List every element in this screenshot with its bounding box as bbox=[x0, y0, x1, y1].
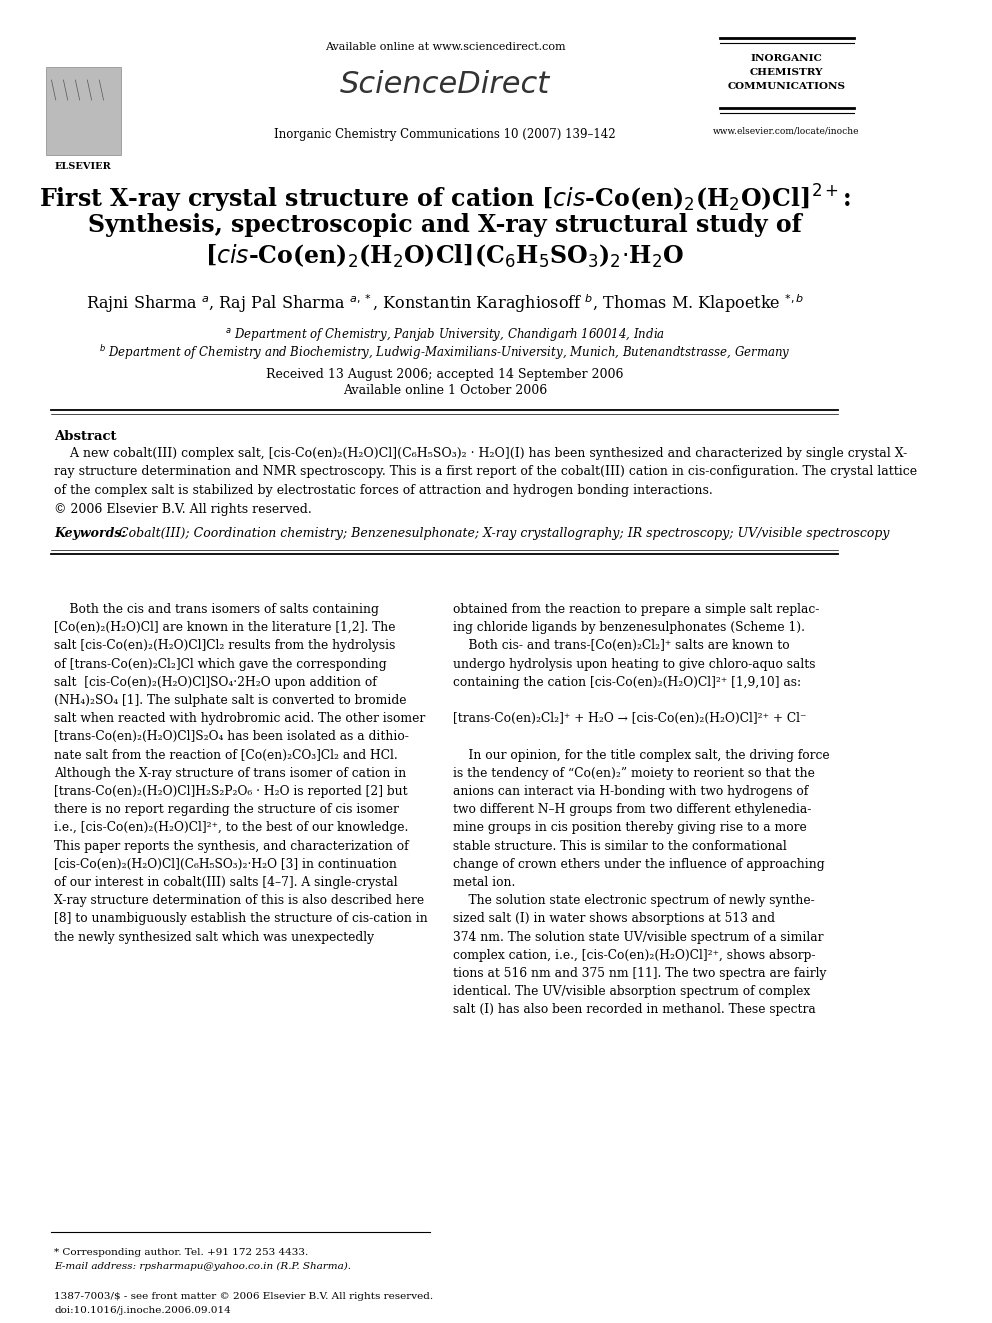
Text: obtained from the reaction to prepare a simple salt replac-
ing chloride ligands: obtained from the reaction to prepare a … bbox=[452, 603, 829, 1016]
Text: Cobalt(III); Coordination chemistry; Benzenesulphonate; X-ray crystallography; I: Cobalt(III); Coordination chemistry; Ben… bbox=[111, 527, 890, 540]
Text: 1387-7003/$ - see front matter © 2006 Elsevier B.V. All rights reserved.: 1387-7003/$ - see front matter © 2006 El… bbox=[54, 1293, 434, 1301]
Text: Both the cis and trans isomers of salts containing
[Co(en)₂(H₂O)Cl] are known in: Both the cis and trans isomers of salts … bbox=[54, 603, 428, 943]
Text: Available online 1 October 2006: Available online 1 October 2006 bbox=[343, 384, 547, 397]
Text: ELSEVIER: ELSEVIER bbox=[55, 161, 111, 171]
Text: $^b$ Department of Chemistry and Biochemistry, Ludwig-Maximilians-University, Mu: $^b$ Department of Chemistry and Biochem… bbox=[99, 343, 791, 363]
Text: Abstract: Abstract bbox=[54, 430, 116, 443]
Text: Synthesis, spectroscopic and X-ray structural study of: Synthesis, spectroscopic and X-ray struc… bbox=[88, 213, 802, 237]
Text: www.elsevier.com/locate/inoche: www.elsevier.com/locate/inoche bbox=[713, 126, 859, 135]
Text: [$\mathit{cis}$-Co(en)$_2$(H$_2$O)Cl](C$_6$H$_5$SO$_3$)$_2$$\cdot$H$_2$O: [$\mathit{cis}$-Co(en)$_2$(H$_2$O)Cl](C$… bbox=[205, 243, 684, 270]
Text: CHEMISTRY: CHEMISTRY bbox=[750, 67, 823, 77]
Text: $^a$ Department of Chemistry, Panjab University, Chandigarh 160014, India: $^a$ Department of Chemistry, Panjab Uni… bbox=[225, 325, 665, 343]
Text: E-mail address: rpsharmapu@yahoo.co.in (R.P. Sharma).: E-mail address: rpsharmapu@yahoo.co.in (… bbox=[54, 1262, 351, 1271]
Text: Inorganic Chemistry Communications 10 (2007) 139–142: Inorganic Chemistry Communications 10 (2… bbox=[274, 128, 616, 142]
Text: ScienceDirect: ScienceDirect bbox=[340, 70, 550, 99]
Text: A new cobalt(III) complex salt, [cis-Co(en)₂(H₂O)Cl](C₆H₅SO₃)₂ · H₂O](I) has bee: A new cobalt(III) complex salt, [cis-Co(… bbox=[54, 447, 918, 516]
Text: Available online at www.sciencedirect.com: Available online at www.sciencedirect.co… bbox=[324, 42, 565, 52]
Text: doi:10.1016/j.inoche.2006.09.014: doi:10.1016/j.inoche.2006.09.014 bbox=[54, 1306, 231, 1315]
Text: INORGANIC: INORGANIC bbox=[750, 54, 822, 64]
Text: Keywords:: Keywords: bbox=[54, 527, 126, 540]
Text: COMMUNICATIONS: COMMUNICATIONS bbox=[727, 82, 845, 91]
Text: Received 13 August 2006; accepted 14 September 2006: Received 13 August 2006; accepted 14 Sep… bbox=[266, 368, 624, 381]
Text: First X-ray crystal structure of cation [$\mathit{cis}$-Co(en)$_2$(H$_2$O)Cl]$^{: First X-ray crystal structure of cation … bbox=[39, 183, 851, 216]
Text: Rajni Sharma $^a$, Raj Pal Sharma $^{a,*}$, Konstantin Karaghiosoff $^b$, Thomas: Rajni Sharma $^a$, Raj Pal Sharma $^{a,*… bbox=[85, 292, 805, 315]
Bar bbox=[46, 67, 121, 155]
Text: * Corresponding author. Tel. +91 172 253 4433.: * Corresponding author. Tel. +91 172 253… bbox=[54, 1248, 309, 1257]
